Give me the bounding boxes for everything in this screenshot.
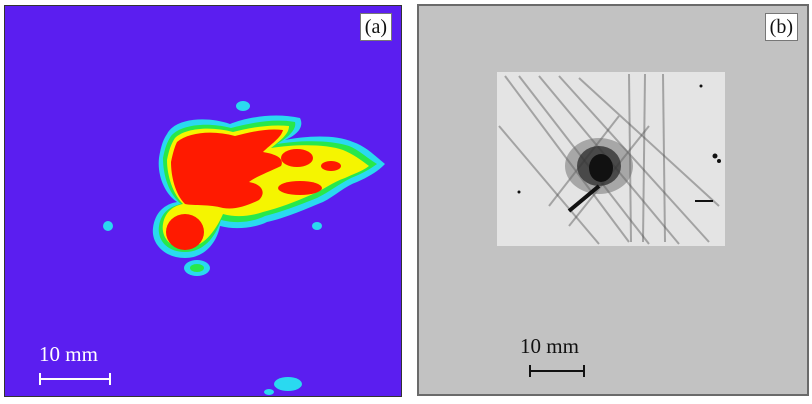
panel-b-scale-bar	[529, 365, 585, 377]
damage-specks	[517, 84, 721, 202]
panel-a-scale-text: 10 mm	[39, 342, 98, 366]
background-speckles	[103, 101, 322, 395]
panel-a-scale-bar	[39, 373, 111, 385]
panel-a-label: (a)	[359, 13, 392, 41]
panel-b-radiograph: (b) 10 mm	[417, 4, 809, 396]
panel-b-scale-text: 10 mm	[520, 334, 579, 358]
radiograph-image	[419, 6, 807, 394]
heat-core	[166, 129, 347, 250]
damage-core	[565, 138, 633, 213]
panel-a-thermal-map: (a) 10 mm	[4, 5, 402, 397]
thermal-map-image	[5, 6, 401, 396]
panel-b-label: (b)	[764, 13, 798, 41]
